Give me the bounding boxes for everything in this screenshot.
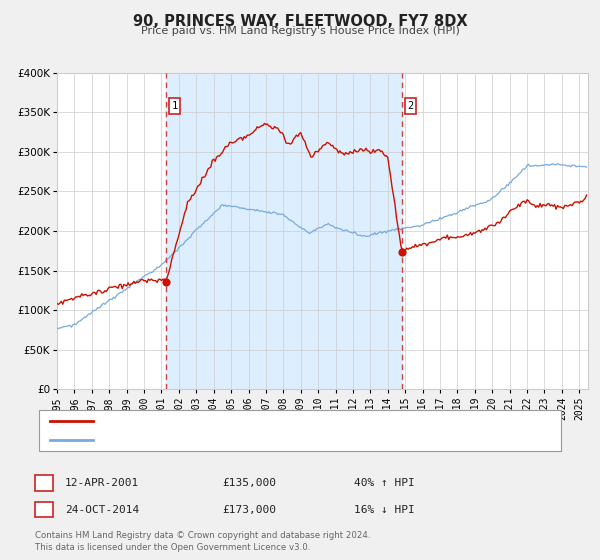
Text: 12-APR-2001: 12-APR-2001 — [65, 478, 139, 488]
Text: £135,000: £135,000 — [222, 478, 276, 488]
Text: 24-OCT-2014: 24-OCT-2014 — [65, 505, 139, 515]
Text: Contains HM Land Registry data © Crown copyright and database right 2024.
This d: Contains HM Land Registry data © Crown c… — [35, 531, 370, 552]
Text: 2: 2 — [407, 101, 413, 111]
Text: 2: 2 — [40, 505, 47, 515]
Bar — [166, 73, 402, 389]
Text: 40% ↑ HPI: 40% ↑ HPI — [354, 478, 415, 488]
Text: 1: 1 — [172, 101, 178, 111]
Text: 90, PRINCES WAY, FLEETWOOD, FY7 8DX (detached house): 90, PRINCES WAY, FLEETWOOD, FY7 8DX (det… — [100, 417, 407, 426]
Text: £173,000: £173,000 — [222, 505, 276, 515]
Text: HPI: Average price, detached house, Wyre: HPI: Average price, detached house, Wyre — [100, 435, 320, 445]
Text: 16% ↓ HPI: 16% ↓ HPI — [354, 505, 415, 515]
Point — [397, 248, 407, 257]
Text: 1: 1 — [40, 478, 47, 488]
Text: 90, PRINCES WAY, FLEETWOOD, FY7 8DX: 90, PRINCES WAY, FLEETWOOD, FY7 8DX — [133, 14, 467, 29]
Point — [161, 278, 171, 287]
Text: Price paid vs. HM Land Registry's House Price Index (HPI): Price paid vs. HM Land Registry's House … — [140, 26, 460, 36]
